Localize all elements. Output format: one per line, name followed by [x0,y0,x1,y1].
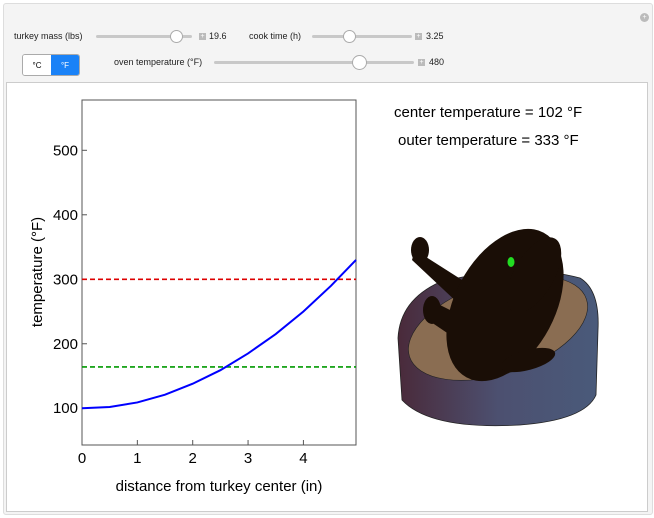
y-tick-label: 500 [53,142,78,159]
cook-time-value: 3.25 [426,31,444,41]
turkey-mass-slider[interactable] [96,35,192,38]
outer-temperature: outer temperature = 333 °F [398,132,579,149]
x-tick-label: 0 [78,450,86,467]
fahrenheit-button[interactable]: °F [51,55,79,75]
x-tick-label: 2 [189,450,197,467]
expand-icon[interactable]: + [640,13,649,22]
oven-temp-value: 480 [429,57,445,67]
oven-temp-slider[interactable] [214,61,414,64]
celsius-button[interactable]: °C [23,55,51,75]
turkey-mass-plus-icon[interactable]: + [199,33,206,40]
oven-temp-plus-icon[interactable]: + [418,59,425,66]
center-temperature: center temperature = 102 °F [394,104,583,121]
y-tick-label: 200 [53,336,78,353]
plot-frame [81,99,357,446]
turkey-mass-label: turkey mass (lbs) [14,31,83,41]
x-axis-label: distance from turkey center (in) [116,478,323,495]
cook-time-slider-thumb[interactable] [343,30,356,43]
turkey-mass-value: 19.6 [209,31,227,41]
y-axis-label: temperature (°F) [29,217,46,327]
turkey-mass-slider-thumb[interactable] [170,30,183,43]
y-tick-label: 400 [53,207,78,224]
cook-time-plus-icon[interactable]: + [415,33,422,40]
unit-toggle[interactable]: °C °F [22,54,80,76]
y-tick-label: 100 [53,400,78,417]
x-tick-label: 4 [299,450,307,467]
oven-temp-label: oven temperature (°F) [114,57,203,67]
x-tick-label: 3 [244,450,252,467]
cook-time-slider[interactable] [312,35,412,38]
cook-time-label: cook time (h) [249,31,302,41]
y-tick-label: 300 [53,271,78,288]
oven-temp-slider-thumb[interactable] [352,55,367,70]
temperature-curve [81,259,357,410]
x-tick-label: 1 [133,450,141,467]
